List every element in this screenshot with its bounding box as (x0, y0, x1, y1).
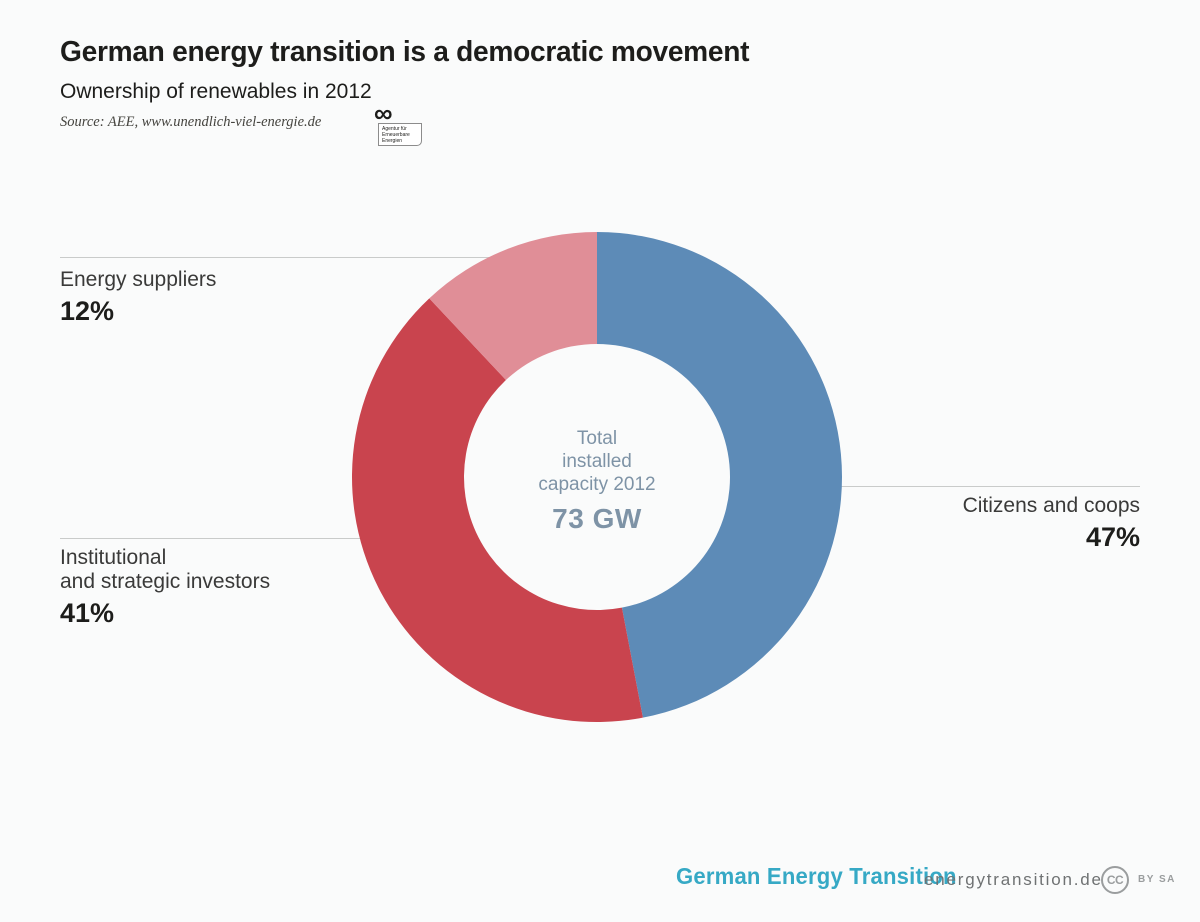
donut-segment-citizens-and-coops (597, 232, 842, 718)
aee-logo: ∞ Agentur für Erneuerbare Energien (372, 100, 432, 152)
center-label-line: capacity 2012 (538, 474, 656, 495)
callout-value: 47% (1085, 522, 1140, 552)
callout-label: Energy suppliers (60, 268, 217, 291)
donut-segment-institutional-and-strategic-investors (352, 298, 643, 722)
callout-line-institutional (60, 538, 363, 539)
aee-logo-line: Erneuerbare (382, 132, 410, 138)
callout-label: Citizens and coops (962, 494, 1140, 517)
creative-commons-icon: CC (1101, 866, 1129, 894)
aee-logo-box: Agentur für Erneuerbare Energien (378, 123, 422, 146)
footer-url: energytransition.de (924, 870, 1103, 889)
center-label-line: installed (562, 451, 632, 472)
aee-logo-line: Energien (382, 138, 403, 144)
callout-label: Institutional (60, 546, 167, 569)
page-title: German energy transition is a democratic… (60, 36, 750, 68)
callout-line-energy-suppliers (60, 257, 508, 258)
callout-value: 12% (60, 296, 115, 326)
callout-label: and strategic investors (60, 570, 271, 593)
donut-chart (352, 232, 842, 722)
footer-brand-logo: German Energy Transition (676, 863, 957, 889)
infinity-icon: ∞ (374, 98, 393, 128)
center-total-value: 73 GW (552, 503, 642, 534)
callout-energy-suppliers: Energy suppliers 12% (60, 268, 216, 325)
callout-citizens-and-coops: Citizens and coops 47% (790, 494, 1140, 551)
callout-line-citizens (828, 486, 1140, 487)
aee-logo-line: Agentur für (382, 126, 407, 132)
donut-segment-energy-suppliers (429, 232, 597, 381)
donut-center-label: Total installed capacity 2012 73 GW (447, 427, 747, 534)
source-text: Source: AEE, www.unendlich-viel-energie.… (60, 114, 322, 130)
callout-institutional-investors: Institutional and strategic investors 41… (60, 546, 270, 627)
center-label-line: Total (576, 428, 618, 449)
callout-value: 41% (60, 598, 115, 628)
cc-by-sa-label: BY SA (1138, 874, 1176, 885)
page-subtitle: Ownership of renewables in 2012 (60, 80, 372, 103)
